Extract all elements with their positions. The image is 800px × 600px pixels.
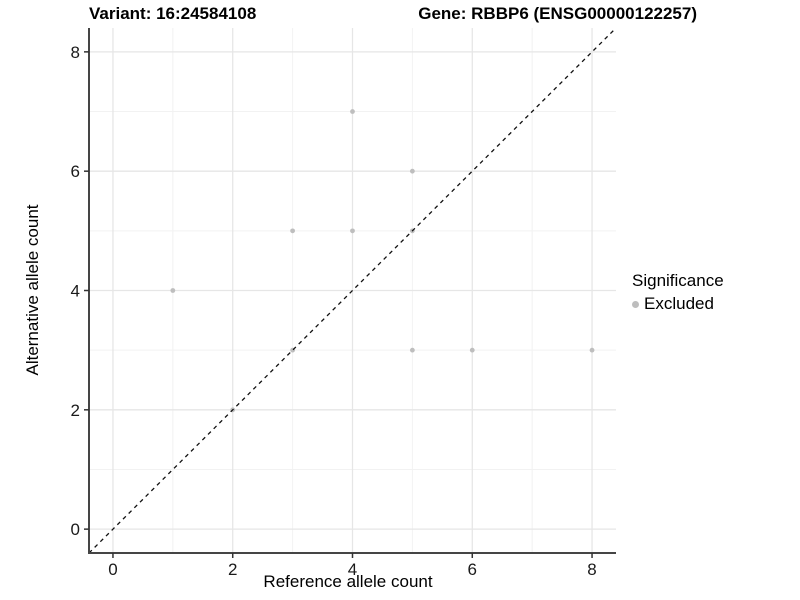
data-point [350,228,355,234]
plot-title-variant: Variant: 16:24584108 [89,4,257,23]
plot-title-gene: Gene: RBBP6 (ENSG00000122257) [418,4,697,23]
y-tick-label: 8 [71,43,80,62]
x-tick-label: 0 [108,560,117,579]
data-point [589,347,595,353]
y-axis-title: Alternative allele count [23,204,42,376]
x-tick-label: 2 [228,560,237,579]
y-tick-label: 4 [71,282,80,301]
data-point [290,228,296,234]
identity-line [88,27,617,554]
legend: Significance Excluded [632,271,724,314]
data-point [350,109,355,114]
data-point [469,347,475,353]
x-axis-title: Reference allele count [263,572,433,591]
x-tick-label: 8 [587,560,596,579]
plot-title-row: Variant: 16:24584108 Gene: RBBP6 (ENSG00… [89,4,697,24]
x-tick-label: 4 [348,560,357,579]
legend-title: Significance [632,271,724,290]
data-point [409,168,415,174]
legend-entry-excluded: Excluded [632,294,724,314]
legend-point-icon [632,300,639,308]
y-tick-label: 0 [71,520,80,539]
data-point [170,288,176,293]
y-tick-label: 2 [71,401,80,420]
y-tick-label: 6 [71,162,80,181]
x-tick-label: 6 [468,560,477,579]
legend-entry-label: Excluded [644,294,714,313]
data-point [409,347,415,353]
